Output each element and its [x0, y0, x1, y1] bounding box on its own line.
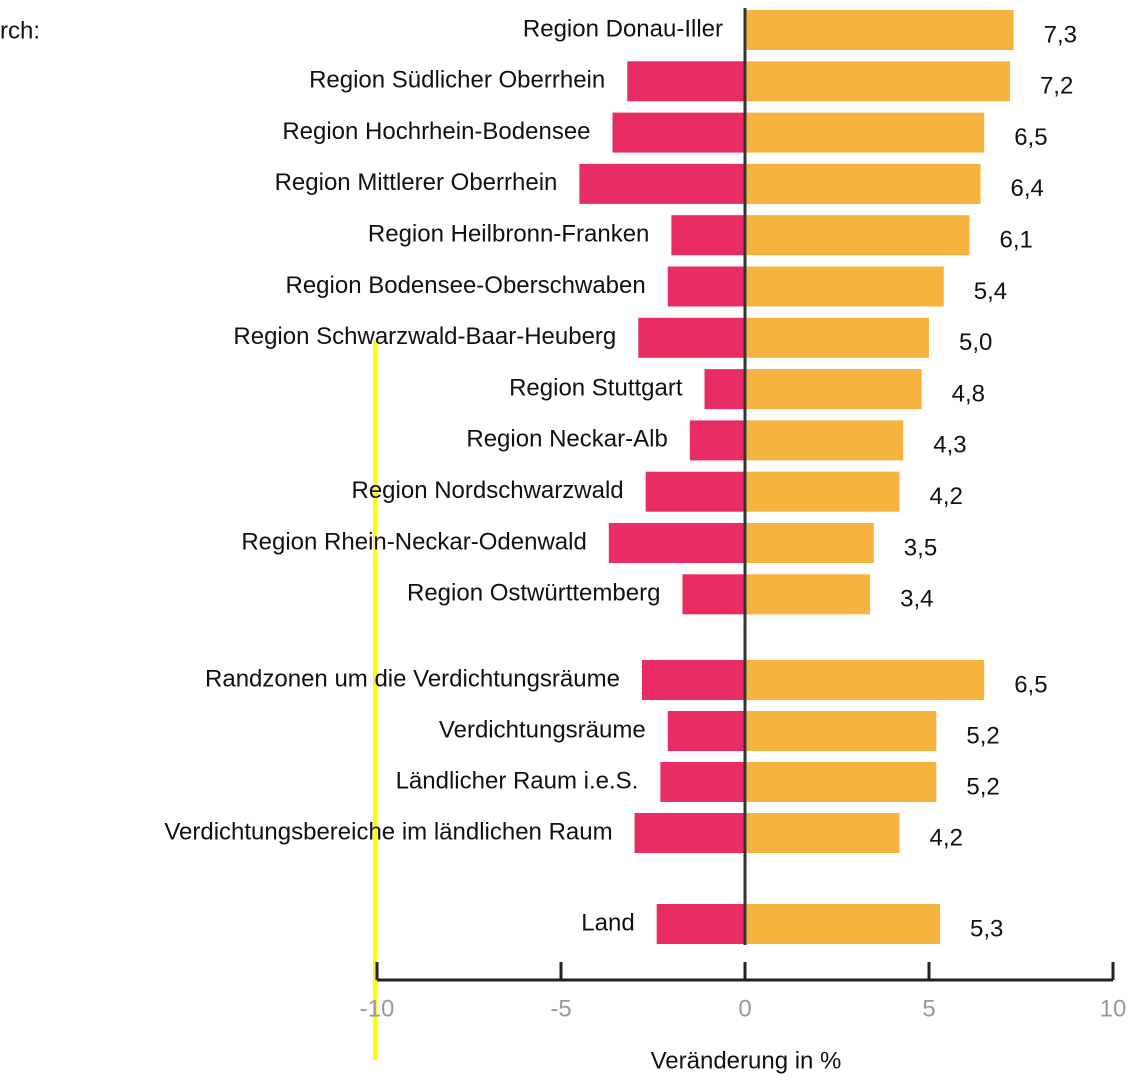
bar — [745, 317, 929, 358]
bar — [608, 523, 745, 563]
category-label: Region Bodensee-Oberschwaben — [285, 272, 645, 299]
bar — [745, 112, 985, 153]
bar — [745, 215, 970, 256]
category-label: Region Ostwürttemberg — [407, 580, 660, 607]
bar — [645, 471, 745, 512]
x-tick-label: -5 — [550, 995, 571, 1022]
yellow-edge — [373, 340, 377, 1060]
bar — [745, 523, 874, 563]
value-label: 6,5 — [1014, 671, 1047, 698]
x-tick-label: 10 — [1100, 995, 1127, 1022]
value-label: 5,3 — [970, 915, 1003, 942]
bar — [638, 317, 745, 358]
value-label: 7,3 — [1044, 21, 1077, 48]
value-label: 4,2 — [930, 483, 963, 510]
value-label: 4,2 — [930, 824, 963, 851]
category-label: Region Hochrhein-Bodensee — [282, 118, 590, 145]
value-label: 5,0 — [959, 329, 992, 356]
bar — [745, 10, 1014, 50]
category-label: Randzonen um die Verdichtungsräume — [205, 665, 620, 692]
value-label: 4,8 — [952, 380, 985, 407]
bar — [641, 660, 745, 700]
value-label: 6,5 — [1014, 124, 1047, 151]
category-label: Region Neckar-Alb — [466, 426, 667, 453]
category-label: Region Südlicher Oberrhein — [309, 67, 605, 94]
value-label: 4,3 — [933, 432, 966, 459]
value-label: 5,2 — [966, 773, 999, 800]
x-axis-label: Veränderung in % — [651, 1047, 842, 1074]
x-tick-label: 5 — [922, 995, 935, 1022]
bar — [745, 471, 900, 512]
value-label: 3,4 — [900, 586, 933, 613]
value-label: 3,5 — [904, 534, 937, 561]
bar — [745, 904, 941, 944]
value-label: 6,4 — [1011, 175, 1044, 202]
bar — [745, 61, 1010, 102]
category-label: Ländlicher Raum i.e.S. — [396, 767, 639, 794]
subtitle: rch: — [0, 17, 40, 44]
x-tick-label: 0 — [738, 995, 751, 1022]
category-label: Region Mittlerer Oberrhein — [275, 169, 558, 196]
bar — [671, 215, 745, 256]
bar — [704, 369, 745, 410]
bar — [660, 762, 745, 802]
bar — [745, 762, 937, 802]
value-label: 5,4 — [974, 278, 1007, 305]
bar — [612, 112, 745, 153]
value-label: 5,2 — [966, 722, 999, 749]
value-label: 6,1 — [999, 227, 1032, 254]
bar — [579, 163, 745, 204]
x-tick-label: -10 — [360, 995, 395, 1022]
bar — [745, 266, 944, 307]
bar — [745, 660, 985, 700]
bar — [745, 163, 981, 204]
bar — [667, 711, 745, 751]
bar — [689, 420, 745, 461]
category-label: Region Stuttgart — [509, 374, 683, 401]
bar — [634, 813, 745, 853]
category-label: Region Donau-Iller — [523, 15, 723, 42]
bar — [656, 904, 745, 944]
value-label: 7,2 — [1040, 73, 1073, 100]
bar — [682, 574, 745, 615]
bar — [745, 369, 922, 410]
bar — [745, 813, 900, 853]
bar — [667, 266, 745, 307]
bar — [627, 61, 745, 102]
category-label: Land — [581, 909, 634, 936]
category-label: Region Rhein-Neckar-Odenwald — [241, 528, 587, 555]
category-label: Region Heilbronn-Franken — [368, 221, 649, 248]
category-label: Region Nordschwarzwald — [352, 477, 624, 504]
bar — [745, 420, 904, 461]
bar — [745, 711, 937, 751]
bar — [745, 574, 871, 615]
category-label: Verdichtungsräume — [439, 716, 646, 743]
category-label: Region Schwarzwald-Baar-Heuberg — [233, 323, 616, 350]
category-label: Verdichtungsbereiche im ländlichen Raum — [164, 818, 612, 845]
